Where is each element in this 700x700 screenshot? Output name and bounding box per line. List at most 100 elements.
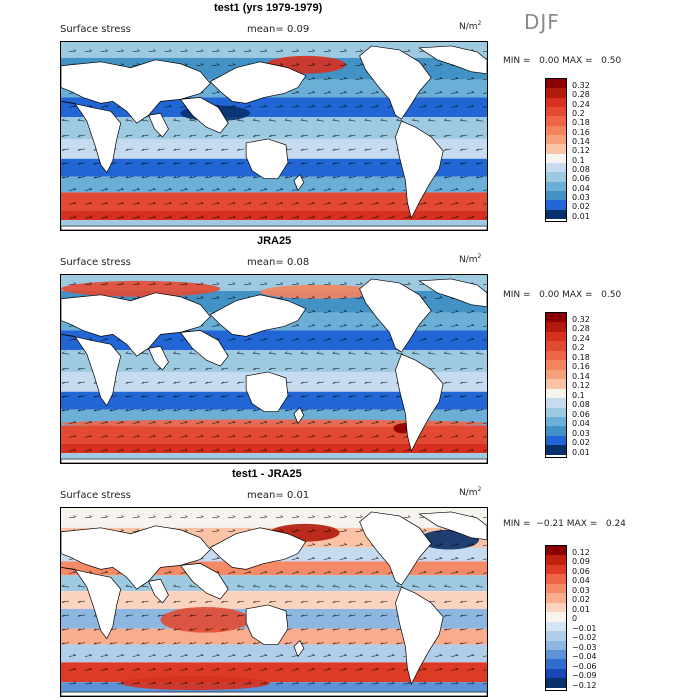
- wind-arrowhead: [328, 667, 331, 670]
- wind-arrow: [77, 585, 85, 588]
- wind-arrowhead: [264, 570, 268, 573]
- wind-arrow: [307, 216, 315, 219]
- colorbar-tick-label: 0.02: [572, 438, 590, 448]
- colorbar-tick-label: 0.32: [572, 315, 590, 324]
- wind-arrow: [180, 682, 188, 685]
- wind-arrow: [212, 216, 220, 219]
- wind-arrow: [180, 203, 188, 205]
- wind-arrow: [148, 682, 156, 685]
- wind-arrow: [332, 600, 340, 603]
- wind-arrow: [61, 148, 70, 151]
- wind-arrowhead: [359, 296, 363, 298]
- wind-arrowhead: [93, 409, 97, 412]
- wind-arrow: [84, 216, 92, 219]
- wind-arrow: [291, 449, 299, 452]
- wind-arrow: [467, 422, 475, 424]
- wind-arrow: [355, 50, 363, 53]
- wind-arrowhead: [221, 134, 224, 137]
- wind-arrow: [451, 449, 459, 452]
- wind-arrow: [116, 283, 124, 286]
- wind-arrowhead: [439, 681, 443, 684]
- wind-arrow: [387, 189, 395, 191]
- wind-arrow: [93, 162, 101, 165]
- wind-arrow: [300, 134, 308, 137]
- wind-arrow: [475, 614, 484, 617]
- wind-arrowhead: [252, 176, 256, 179]
- wind-arrow: [237, 614, 245, 617]
- wind-arrow: [339, 216, 347, 219]
- wind-arrowhead: [248, 215, 252, 218]
- wind-arrow: [141, 162, 149, 165]
- wind-arrowhead: [455, 434, 459, 437]
- wind-arrowhead: [344, 667, 347, 670]
- wind-arrow: [157, 176, 165, 179]
- wind-arrowhead: [471, 90, 475, 93]
- wind-arrow: [323, 436, 331, 438]
- wind-arrowhead: [248, 434, 252, 437]
- wind-arrowhead: [359, 49, 363, 52]
- colorbar-tick-label: 0.03: [572, 428, 590, 438]
- colorbar-tick-label: 0.08: [572, 400, 590, 410]
- wind-arrowhead: [296, 49, 300, 52]
- wind-arrowhead: [364, 409, 368, 412]
- wind-arrow: [475, 395, 484, 398]
- wind-arrowhead: [280, 667, 284, 670]
- wind-arrow: [435, 106, 443, 108]
- wind-arrow: [419, 92, 427, 94]
- wind-arrowhead: [89, 570, 92, 573]
- wind-arrowhead: [73, 187, 77, 190]
- wind-arrow: [435, 449, 443, 452]
- wind-arrow: [77, 119, 85, 122]
- wind-arrowhead: [173, 148, 177, 151]
- wind-arrow: [284, 176, 292, 179]
- wind-arrowhead: [344, 448, 347, 451]
- wind-arrowhead: [475, 118, 479, 121]
- wind-arrow: [173, 614, 181, 617]
- wind-arrow: [323, 669, 331, 671]
- wind-arrow: [228, 436, 236, 438]
- wind-arrowhead: [423, 296, 427, 298]
- wind-arrow: [396, 409, 404, 412]
- wind-arrow: [355, 283, 363, 286]
- wind-arrow: [348, 614, 356, 617]
- wind-arrow: [380, 585, 388, 588]
- wind-arrow: [482, 311, 487, 313]
- wind-arrowhead: [348, 628, 352, 631]
- wind-arrowhead: [89, 667, 92, 670]
- colorbar-swatch: [546, 209, 566, 219]
- wind-arrowhead: [375, 201, 379, 204]
- wind-arrowhead: [328, 448, 331, 451]
- wind-arrow: [435, 669, 443, 671]
- wind-arrow: [435, 544, 443, 546]
- wind-arrowhead: [475, 395, 479, 398]
- wind-arrowhead: [216, 201, 220, 204]
- wind-arrowhead: [344, 49, 347, 52]
- wind-arrowhead: [125, 409, 129, 412]
- wind-arrowhead: [216, 653, 220, 656]
- wind-arrowhead: [152, 515, 156, 518]
- wind-arrow: [348, 162, 356, 165]
- wind-arrowhead: [444, 148, 447, 151]
- wind-arrow: [196, 189, 204, 191]
- wind-arrow: [323, 516, 331, 519]
- wind-arrowhead: [232, 420, 236, 423]
- wind-arrow: [157, 614, 165, 617]
- panel-3-field: [61, 508, 487, 696]
- wind-arrow: [148, 449, 156, 452]
- wind-arrow: [68, 655, 76, 657]
- wind-arrow: [364, 585, 372, 588]
- wind-arrowhead: [332, 351, 336, 354]
- wind-arrow: [482, 78, 487, 80]
- wind-arrowhead: [380, 642, 384, 645]
- wind-arrow: [307, 189, 315, 191]
- wind-arrow: [323, 682, 331, 685]
- wind-arrow: [451, 572, 459, 574]
- wind-arrow: [339, 297, 347, 299]
- wind-arrowhead: [248, 187, 252, 190]
- wind-arrowhead: [184, 667, 188, 670]
- wind-arrow: [237, 409, 245, 412]
- wind-arrowhead: [89, 681, 92, 684]
- wind-arrowhead: [280, 681, 284, 684]
- wind-arrowhead: [221, 600, 224, 603]
- wind-arrow: [291, 572, 299, 574]
